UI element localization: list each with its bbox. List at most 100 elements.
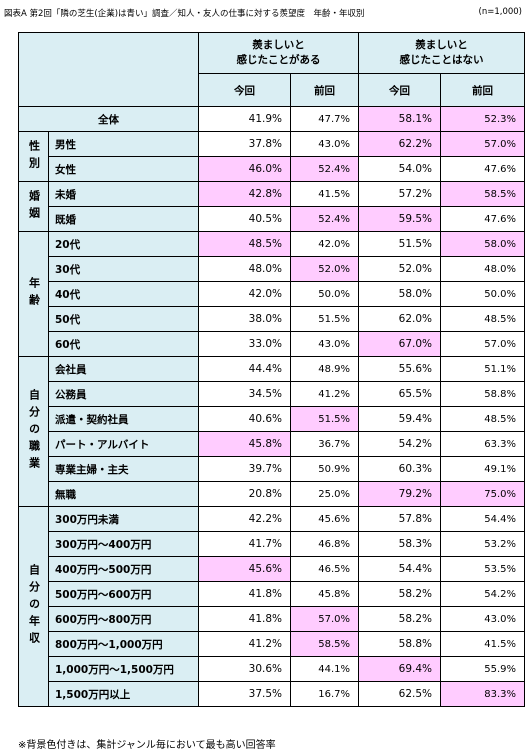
table-head: 羨ましいと 感じたことがある 羨ましいと 感じたことはない 今回 前回 今回 前回 (18, 32, 525, 107)
value-cell: 44.4% (198, 356, 291, 382)
table-row: 400万円～500万円 45.6% 46.5% 54.4% 53.5% (19, 556, 525, 582)
value-cell: 57.0% (290, 606, 359, 632)
value-cell: 69.4% (358, 656, 441, 682)
value-cell: 83.3% (440, 681, 525, 707)
value-cell: 51.5% (290, 406, 359, 432)
value-cell: 40.5% (198, 206, 291, 232)
value-cell: 54.4% (358, 556, 441, 582)
value-cell: 51.1% (440, 356, 525, 382)
table-row: 50代 38.0% 51.5% 62.0% 48.5% (19, 306, 525, 332)
sub-header: 今回 (358, 73, 441, 107)
table-row: 専業主婦・主夫 39.7% 50.9% 60.3% 49.1% (19, 456, 525, 482)
table-row: 全体 41.9% 47.7% 58.1% 52.3% (18, 106, 525, 132)
group-label: 自分の職業 (18, 356, 49, 507)
value-cell: 48.0% (198, 256, 291, 282)
value-cell: 36.7% (290, 431, 359, 457)
value-cell: 25.0% (290, 481, 359, 507)
value-cell: 58.1% (358, 106, 441, 132)
value-cell: 60.3% (358, 456, 441, 482)
row-label: 男性 (48, 131, 199, 157)
value-cell: 57.2% (358, 181, 441, 207)
row-label: 20代 (48, 231, 199, 257)
value-cell: 50.0% (290, 281, 359, 307)
value-cell: 65.5% (358, 381, 441, 407)
group-label: 性別 (18, 131, 49, 182)
value-cell: 42.2% (198, 506, 291, 532)
value-cell: 53.2% (440, 531, 525, 557)
title-bar: 図表A 第2回「隣の芝生(企業)は青い」調査／知人・友人の仕事に対する羨望度 年… (4, 7, 528, 19)
value-cell: 38.0% (198, 306, 291, 332)
value-cell: 30.6% (198, 656, 291, 682)
value-cell: 52.4% (290, 206, 359, 232)
value-cell: 62.2% (358, 131, 441, 157)
value-cell: 41.7% (198, 531, 291, 557)
row-label: 1,000万円～1,500万円 (48, 656, 199, 682)
value-cell: 48.5% (440, 306, 525, 332)
value-cell: 50.9% (290, 456, 359, 482)
value-cell: 57.0% (440, 131, 525, 157)
row-label: 40代 (48, 281, 199, 307)
value-cell: 42.0% (198, 281, 291, 307)
value-cell: 55.6% (358, 356, 441, 382)
table-row: 自分の年収 300万円未満 42.2% 45.6% 57.8% 54.4% (18, 506, 525, 707)
table-row: 500万円～600万円 41.8% 45.8% 58.2% 54.2% (19, 581, 525, 607)
value-cell: 43.0% (290, 131, 359, 157)
value-cell: 57.8% (358, 506, 441, 532)
value-cell: 54.0% (358, 156, 441, 182)
value-cell: 58.0% (358, 281, 441, 307)
value-cell: 41.8% (198, 606, 291, 632)
value-cell: 62.0% (358, 306, 441, 332)
value-cell: 48.9% (290, 356, 359, 382)
corner (18, 32, 199, 107)
value-cell: 50.0% (440, 281, 525, 307)
value-cell: 52.4% (290, 156, 359, 182)
value-cell: 63.3% (440, 431, 525, 457)
value-cell: 41.8% (198, 581, 291, 607)
value-cell: 45.6% (198, 556, 291, 582)
sub-header: 今回 (198, 73, 291, 107)
value-cell: 58.5% (290, 631, 359, 657)
value-cell: 52.0% (358, 256, 441, 282)
value-cell: 53.5% (440, 556, 525, 582)
sub-header-row: 今回 前回 今回 前回 (19, 73, 525, 107)
value-cell: 51.5% (290, 306, 359, 332)
value-cell: 41.5% (290, 181, 359, 207)
value-cell: 46.0% (198, 156, 291, 182)
value-cell: 59.4% (358, 406, 441, 432)
table-row: 800万円～1,000万円 41.2% 58.5% 58.8% 41.5% (19, 631, 525, 657)
row-label: 500万円～600万円 (48, 581, 199, 607)
value-cell: 58.5% (440, 181, 525, 207)
table-row: 300万円～400万円 41.7% 46.8% 58.3% 53.2% (19, 531, 525, 557)
value-cell: 47.7% (290, 106, 359, 132)
value-cell: 16.7% (290, 681, 359, 707)
table-row: 女性 46.0% 52.4% 54.0% 47.6% (19, 156, 525, 182)
table-row: パート・アルバイト 45.8% 36.7% 54.2% 63.3% (19, 431, 525, 457)
value-cell: 46.5% (290, 556, 359, 582)
table-row: 600万円～800万円 41.8% 57.0% 58.2% 43.0% (19, 606, 525, 632)
row-label: 未婚 (48, 181, 199, 207)
row-label: 派遣・契約社員 (48, 406, 199, 432)
table-row: 自分の職業 会社員 44.4% 48.9% 55.6% 51.1% (18, 356, 525, 507)
value-cell: 59.5% (358, 206, 441, 232)
value-cell: 58.3% (358, 531, 441, 557)
table-row: 婚姻 未婚 42.8% 41.5% 57.2% 58.5% (18, 181, 525, 232)
value-cell: 58.2% (358, 581, 441, 607)
value-cell: 34.5% (198, 381, 291, 407)
group-label: 年齢 (18, 231, 49, 357)
row-label: 50代 (48, 306, 199, 332)
table-row: 無職 20.8% 25.0% 79.2% 75.0% (19, 481, 525, 507)
value-cell: 47.6% (440, 206, 525, 232)
value-cell: 37.8% (198, 131, 291, 157)
group-label: 婚姻 (18, 181, 49, 232)
group-header-row: 羨ましいと 感じたことがある 羨ましいと 感じたことはない (18, 32, 525, 107)
row-label: 全体 (18, 106, 199, 132)
table-row: 公務員 34.5% 41.2% 65.5% 58.8% (19, 381, 525, 407)
row-label: 女性 (48, 156, 199, 182)
value-cell: 54.4% (440, 506, 525, 532)
row-label: パート・アルバイト (48, 431, 199, 457)
value-cell: 52.0% (290, 256, 359, 282)
row-label: 専業主婦・主夫 (48, 456, 199, 482)
sub-header: 前回 (440, 73, 525, 107)
group-header: 羨ましいと 感じたことがある (198, 32, 359, 74)
